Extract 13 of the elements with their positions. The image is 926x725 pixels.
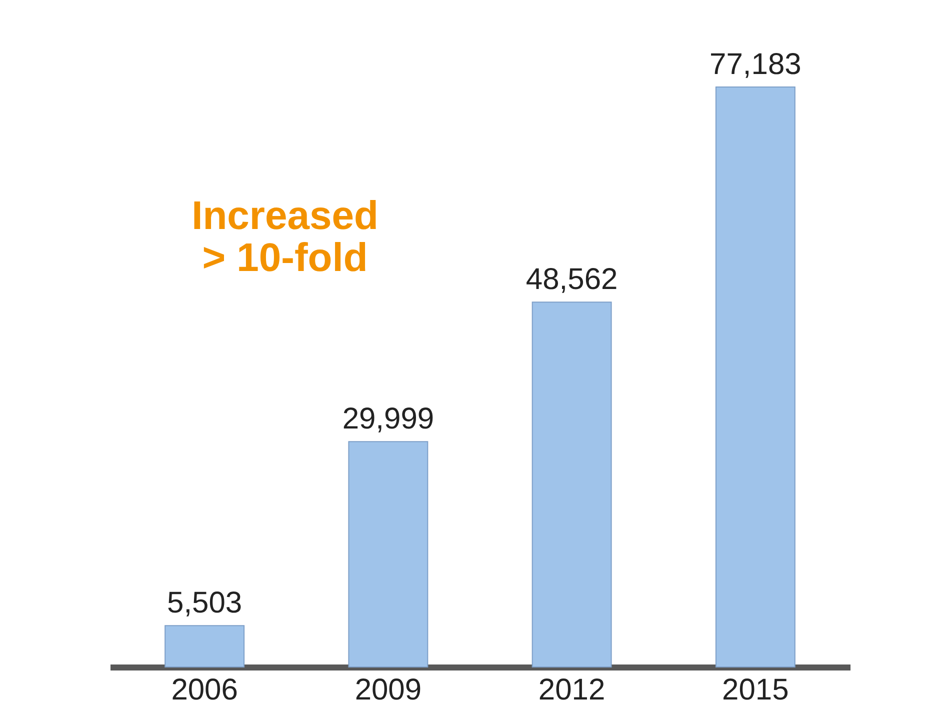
data-label: 29,999 [342,402,434,436]
bar [715,86,796,668]
data-label: 5,503 [167,586,242,620]
x-tick-label: 2015 [722,674,789,706]
bar [348,441,428,668]
bar [532,302,612,668]
x-tick-label: 2006 [171,674,238,706]
data-label: 48,562 [526,263,618,296]
x-tick-label: 2009 [354,674,422,706]
annotation: Increased > 10-fold [192,194,378,280]
data-label: 77,183 [710,48,802,81]
bar [164,625,245,668]
x-tick-label: 2012 [538,674,606,706]
